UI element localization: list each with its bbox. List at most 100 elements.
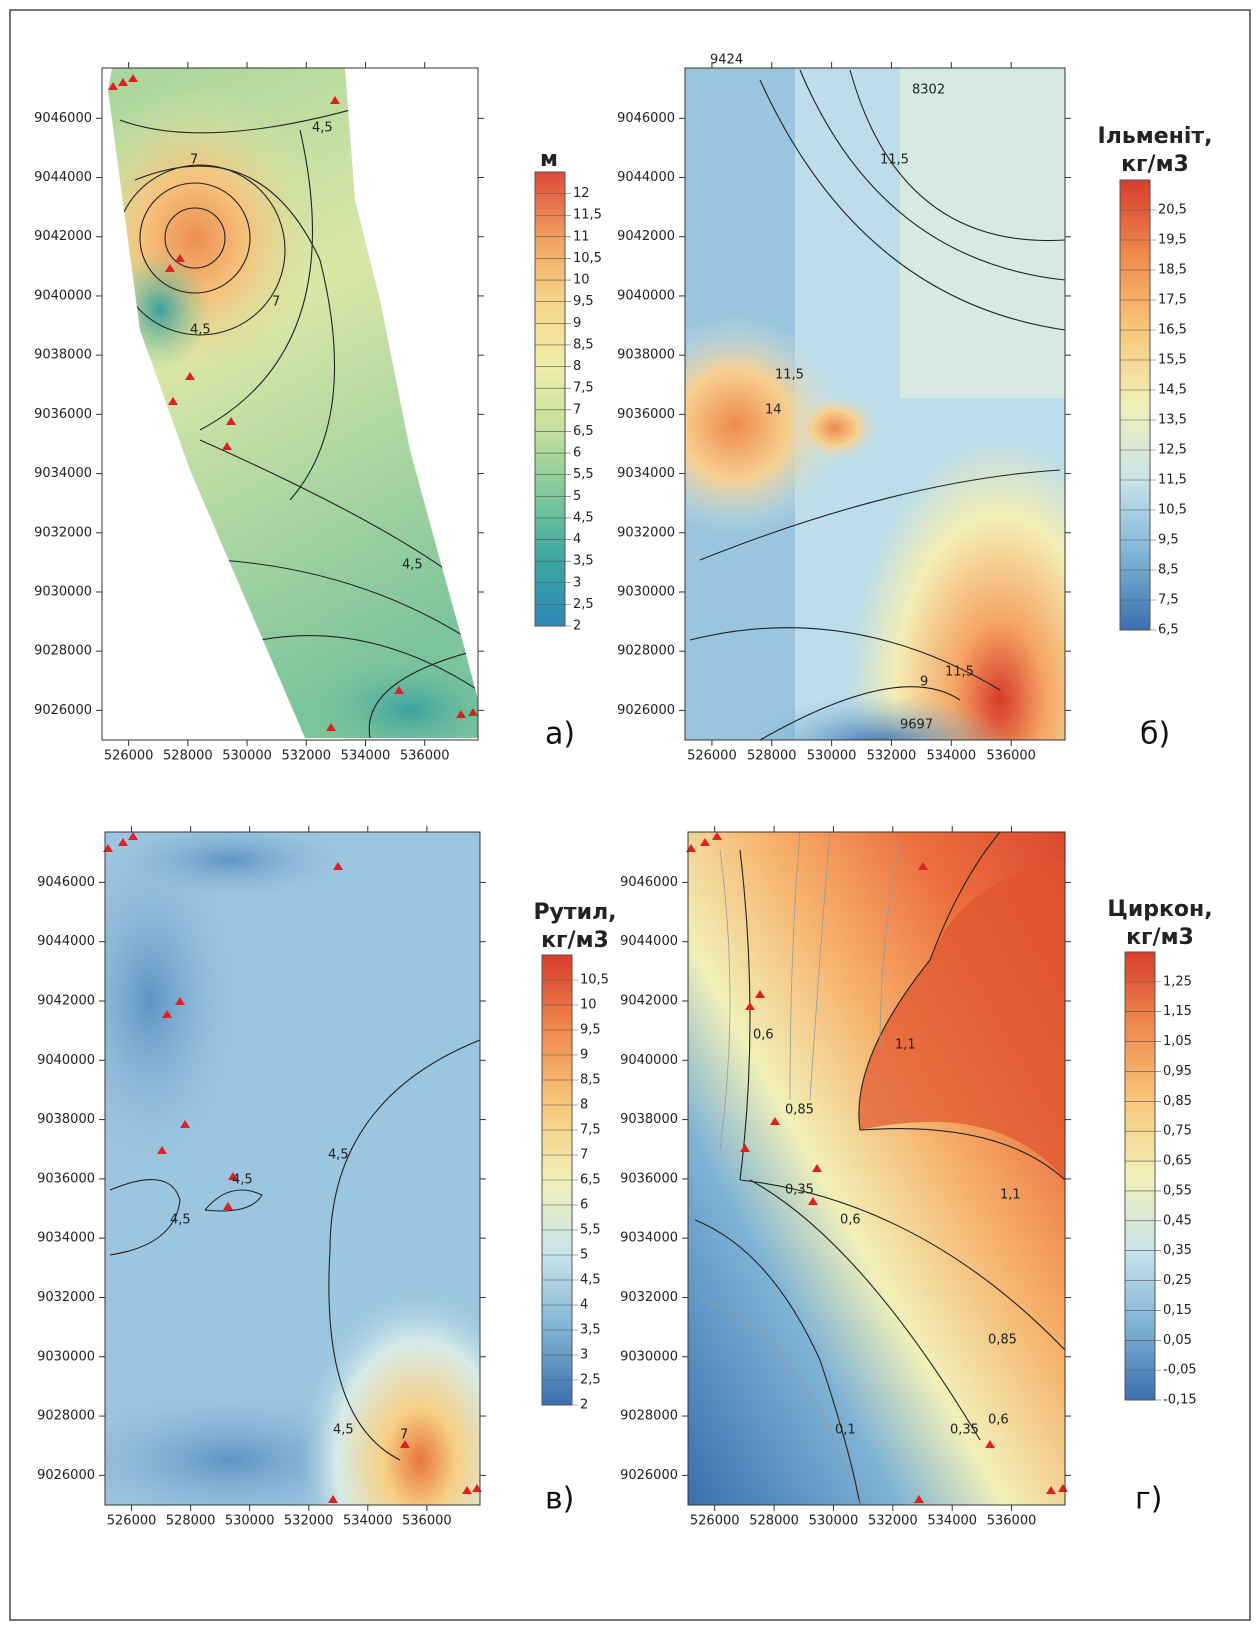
contour-label: 4,5 — [402, 558, 423, 573]
y-tick-label: 9036000 — [37, 1171, 95, 1186]
y-tick-label: 9034000 — [37, 1231, 95, 1246]
y-tick-label: 9028000 — [617, 644, 675, 659]
y-tick-label: 9026000 — [620, 1468, 678, 1483]
colorbar-tick-label: -0,15 — [1163, 1393, 1197, 1408]
y-tick-label: 9030000 — [617, 584, 675, 599]
y-tick-label: 9026000 — [37, 1468, 95, 1483]
x-tick-label: 536000 — [402, 1514, 452, 1529]
y-tick-label: 9028000 — [620, 1409, 678, 1424]
y-tick-label: 9038000 — [34, 348, 92, 363]
y-tick-label: 9032000 — [617, 525, 675, 540]
x-tick-label: 528000 — [749, 1514, 799, 1529]
y-tick-label: 9042000 — [617, 229, 675, 244]
y-tick-label: 9038000 — [617, 348, 675, 363]
x-tick-label: 530000 — [225, 1514, 275, 1529]
colorbar-tick-label: 5,5 — [573, 467, 594, 482]
colorbar-tick-label: 8 — [580, 1098, 588, 1113]
colorbar-tick-label: 11,5 — [1158, 473, 1187, 488]
x-tick-label: 526000 — [104, 749, 154, 764]
y-tick-label: 9032000 — [620, 1290, 678, 1305]
y-tick-label: 9026000 — [34, 703, 92, 718]
colorbar-tick-label: 15,5 — [1158, 353, 1187, 368]
colorbar-tick-label: 10,5 — [1158, 503, 1187, 518]
y-tick-label: 9028000 — [37, 1409, 95, 1424]
colorbar-tick-label: 0,15 — [1163, 1303, 1192, 1318]
colorbar-title: Рутил, — [533, 900, 616, 925]
colorbar-title: кг/м3 — [1121, 152, 1189, 177]
y-tick-label: 9026000 — [617, 703, 675, 718]
colorbar-tick-label: 2,5 — [573, 597, 594, 612]
colorbar-tick-label: 9 — [580, 1048, 588, 1063]
x-tick-label: 530000 — [809, 1514, 859, 1529]
contour-label: 4,5 — [190, 323, 211, 338]
y-tick-label: 9044000 — [617, 170, 675, 185]
colorbar-tick-label: 11,5 — [573, 208, 602, 223]
colorbar-tick-label: 20,5 — [1158, 203, 1187, 218]
colorbar-tick-label: 3 — [573, 575, 581, 590]
contour-label: 4,5 — [232, 1173, 253, 1188]
colorbar-tick-label: 0,85 — [1163, 1094, 1192, 1109]
contour-label: 1,1 — [895, 1038, 916, 1053]
contour-label: 0,6 — [988, 1413, 1009, 1428]
contour-label: 8302 — [912, 83, 945, 98]
colorbar-title: м — [540, 147, 558, 172]
x-tick-label: 536000 — [987, 1514, 1037, 1529]
colorbar-title: Ільменіт, — [1098, 124, 1213, 149]
colorbar-tick-label: -0,05 — [1163, 1363, 1197, 1378]
colorbar-tick-label: 12,5 — [1158, 443, 1187, 458]
contour-label: 7 — [400, 1428, 408, 1443]
colorbar-tick-label: 8,5 — [580, 1073, 601, 1088]
x-tick-label: 534000 — [343, 1514, 393, 1529]
colorbar-tick-label: 7 — [573, 402, 581, 417]
colorbar-tick-label: 14,5 — [1158, 383, 1187, 398]
colorbar-tick-label: 1,25 — [1163, 974, 1192, 989]
colorbar-tick-label: 10,5 — [573, 251, 602, 266]
colorbar-tick-label: 4 — [573, 532, 581, 547]
colorbar-tick-label: 0,45 — [1163, 1213, 1192, 1228]
contour-label: 14 — [765, 403, 782, 418]
y-tick-label: 9028000 — [34, 644, 92, 659]
y-tick-label: 9032000 — [34, 525, 92, 540]
colorbar-tick-label: 17,5 — [1158, 293, 1187, 308]
y-tick-label: 9046000 — [37, 875, 95, 890]
contour-label: 0,85 — [785, 1103, 814, 1118]
colorbar — [534, 171, 566, 627]
y-tick-label: 9030000 — [620, 1349, 678, 1364]
colorbar-tick-label: 6,5 — [573, 424, 594, 439]
map-fill — [685, 68, 1065, 740]
colorbar-tick-label: 0,25 — [1163, 1273, 1192, 1288]
x-tick-label: 534000 — [341, 749, 391, 764]
colorbar-tick-label: 10 — [573, 273, 590, 288]
colorbar-tick-label: 0,75 — [1163, 1124, 1192, 1139]
colorbar-title: Циркон, — [1107, 897, 1212, 922]
colorbar-tick-label: 0,65 — [1163, 1154, 1192, 1169]
y-tick-label: 9036000 — [617, 407, 675, 422]
contour-label: 9424 — [710, 53, 743, 68]
contour-label: 7 — [190, 153, 198, 168]
y-tick-label: 9044000 — [37, 934, 95, 949]
contour-label: 1,1 — [1000, 1188, 1021, 1203]
x-tick-label: 536000 — [400, 749, 450, 764]
colorbar-tick-label: 0,35 — [1163, 1243, 1192, 1258]
contour-label: 11,5 — [945, 665, 974, 680]
x-tick-label: 526000 — [687, 749, 737, 764]
x-tick-label: 526000 — [107, 1514, 157, 1529]
colorbar-tick-label: 6 — [573, 446, 581, 461]
y-tick-label: 9036000 — [34, 407, 92, 422]
colorbar — [1119, 179, 1151, 631]
colorbar-tick-label: 1,15 — [1163, 1004, 1192, 1019]
contour-label: 4,5 — [333, 1423, 354, 1438]
colorbar-tick-label: 16,5 — [1158, 323, 1187, 338]
colorbar-tick-label: 1,05 — [1163, 1034, 1192, 1049]
panel-label: г) — [1135, 1482, 1162, 1517]
y-tick-label: 9034000 — [617, 466, 675, 481]
colorbar-tick-label: 3,5 — [580, 1323, 601, 1338]
contour-label: 0,85 — [988, 1333, 1017, 1348]
colorbar-tick-label: 7,5 — [1158, 593, 1179, 608]
y-tick-label: 9046000 — [620, 875, 678, 890]
contour-labels: 4,5 7 7 4,5 4,5 8302 9424 11,5 11,5 14 1… — [170, 53, 1021, 1443]
colorbar-tick-label: 0,05 — [1163, 1333, 1192, 1348]
y-tick-label: 9042000 — [34, 229, 92, 244]
colorbar-tick-label: 6,5 — [580, 1173, 601, 1188]
